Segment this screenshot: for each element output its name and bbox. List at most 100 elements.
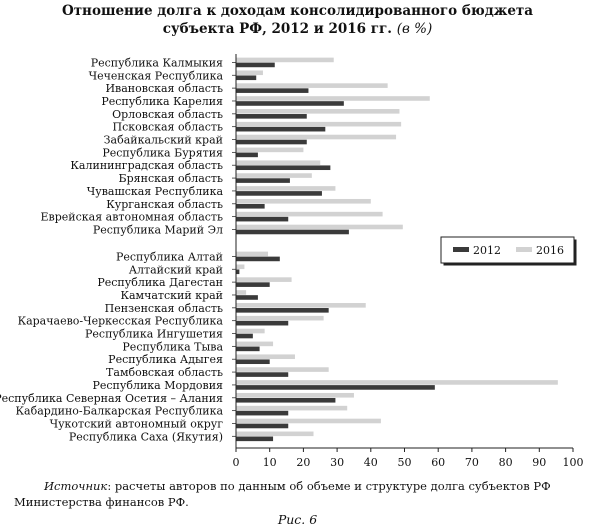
bar-2016 xyxy=(236,147,304,153)
bar-2012 xyxy=(236,359,270,365)
category-label: Республика Северная Осетия – Алания xyxy=(0,392,223,405)
bar-2012 xyxy=(236,320,289,326)
bar-2016 xyxy=(236,418,381,424)
category-label: Республика Адыгея xyxy=(108,353,223,366)
bar-2016 xyxy=(236,57,334,63)
bar-2012 xyxy=(236,410,289,416)
category-label: Еврейская автономная область xyxy=(41,211,223,224)
legend-label-2016: 2016 xyxy=(536,244,564,257)
x-tick-label: 20 xyxy=(296,456,310,469)
category-label: Республика Калмыкия xyxy=(91,56,223,69)
bar-2016 xyxy=(236,303,366,308)
bar-2016 xyxy=(236,328,265,334)
bar-2016 xyxy=(236,315,324,321)
x-tick-label: 0 xyxy=(233,456,240,469)
bar-2016 xyxy=(236,431,314,437)
bar-2012 xyxy=(236,256,280,262)
bar-2016 xyxy=(236,121,402,127)
category-label: Республика Ингушетия xyxy=(85,328,223,341)
bar-2012 xyxy=(236,333,253,339)
category-label: Карачаево-Черкесская Республика xyxy=(18,315,224,328)
category-label: Калининградская область xyxy=(70,159,223,172)
bar-2012 xyxy=(236,139,307,145)
category-label: Чукотский автономный округ xyxy=(50,417,224,430)
category-label: Курганская область xyxy=(106,198,223,211)
bar-2016 xyxy=(236,405,348,411)
x-tick-label: 90 xyxy=(532,456,546,469)
bar-2016 xyxy=(236,134,397,140)
category-label: Республика Карелия xyxy=(101,95,223,108)
category-label: Забайкальский край xyxy=(104,134,223,147)
bar-2012 xyxy=(236,114,307,119)
bar-2012 xyxy=(236,165,331,171)
category-label: Республика Тыва xyxy=(122,340,223,353)
legend-swatch-2016 xyxy=(516,247,532,252)
bar-2012 xyxy=(236,101,344,106)
bar-2012 xyxy=(236,229,349,235)
category-label: Псковская область xyxy=(113,121,224,134)
bar-2016 xyxy=(236,251,269,257)
bar-2016 xyxy=(236,392,354,398)
chart-title-units: (в %) xyxy=(396,21,433,37)
category-label: Пензенская область xyxy=(105,302,223,315)
source-text: : расчеты авторов по данным об объеме и … xyxy=(14,479,551,509)
source-label: Источник xyxy=(44,479,108,493)
bar-2016 xyxy=(236,380,558,385)
x-tick-label: 70 xyxy=(465,456,479,469)
x-tick-label: 80 xyxy=(499,456,513,469)
bar-2012 xyxy=(236,397,336,403)
source-note: Источник: расчеты авторов по данным об о… xyxy=(14,478,589,510)
bar-2016 xyxy=(236,224,403,230)
bar-2012 xyxy=(236,203,265,209)
category-label: Тамбовская область xyxy=(106,366,223,379)
bar-2012 xyxy=(236,308,329,313)
bar-2012 xyxy=(236,346,260,352)
bar-2012 xyxy=(236,191,322,196)
bar-2016 xyxy=(236,211,383,217)
bar-2016 xyxy=(236,83,388,88)
chart-title-line2: субъекта РФ, 2012 и 2016 гг. (в %) xyxy=(0,20,595,38)
x-tick-label: 30 xyxy=(330,456,344,469)
bar-2012 xyxy=(236,62,275,68)
bar-2016 xyxy=(236,367,329,372)
bar-2012 xyxy=(236,295,258,300)
bar-2016 xyxy=(236,198,371,204)
legend-swatch-2012 xyxy=(453,247,469,252)
bar-2012 xyxy=(236,126,326,132)
chart-title: Отношение долга к доходам консолидирован… xyxy=(0,2,595,38)
bar-2012 xyxy=(236,385,435,390)
category-label: Чувашская Республика xyxy=(87,185,224,198)
bar-2012 xyxy=(236,282,270,287)
bar-2012 xyxy=(236,152,258,158)
bar-2016 xyxy=(236,160,321,166)
bar-2016 xyxy=(236,186,336,191)
bar-2016 xyxy=(236,290,247,295)
bar-2016 xyxy=(236,173,312,178)
category-label: Камчатский край xyxy=(120,289,223,302)
bar-2012 xyxy=(236,423,289,429)
bar-2012 xyxy=(236,372,289,377)
bar-2016 xyxy=(236,96,430,101)
bar-2016 xyxy=(236,109,400,114)
category-label: Республика Саха (Якутия) xyxy=(69,430,223,443)
category-label: Орловская область xyxy=(112,108,223,121)
category-label: Республика Бурятия xyxy=(102,146,223,159)
bar-2016 xyxy=(236,354,295,360)
category-label: Брянская область xyxy=(119,172,223,185)
x-tick-label: 50 xyxy=(398,456,412,469)
chart-title-line1: Отношение долга к доходам консолидирован… xyxy=(61,3,534,19)
bar-2012 xyxy=(236,88,309,93)
chart-title-line2-text: субъекта РФ, 2012 и 2016 гг. xyxy=(162,21,393,37)
x-tick-label: 10 xyxy=(263,456,277,469)
bar-2016 xyxy=(236,341,274,347)
x-tick-label: 40 xyxy=(364,456,378,469)
bar-2012 xyxy=(236,178,290,183)
bar-2016 xyxy=(236,70,263,76)
category-label: Алтайский край xyxy=(129,263,223,276)
category-label: Республика Марий Эл xyxy=(93,223,223,236)
bar-2016 xyxy=(236,277,292,282)
legend-label-2012: 2012 xyxy=(473,244,501,257)
bar-2016 xyxy=(236,264,245,270)
category-label: Республика Мордовия xyxy=(92,379,223,392)
